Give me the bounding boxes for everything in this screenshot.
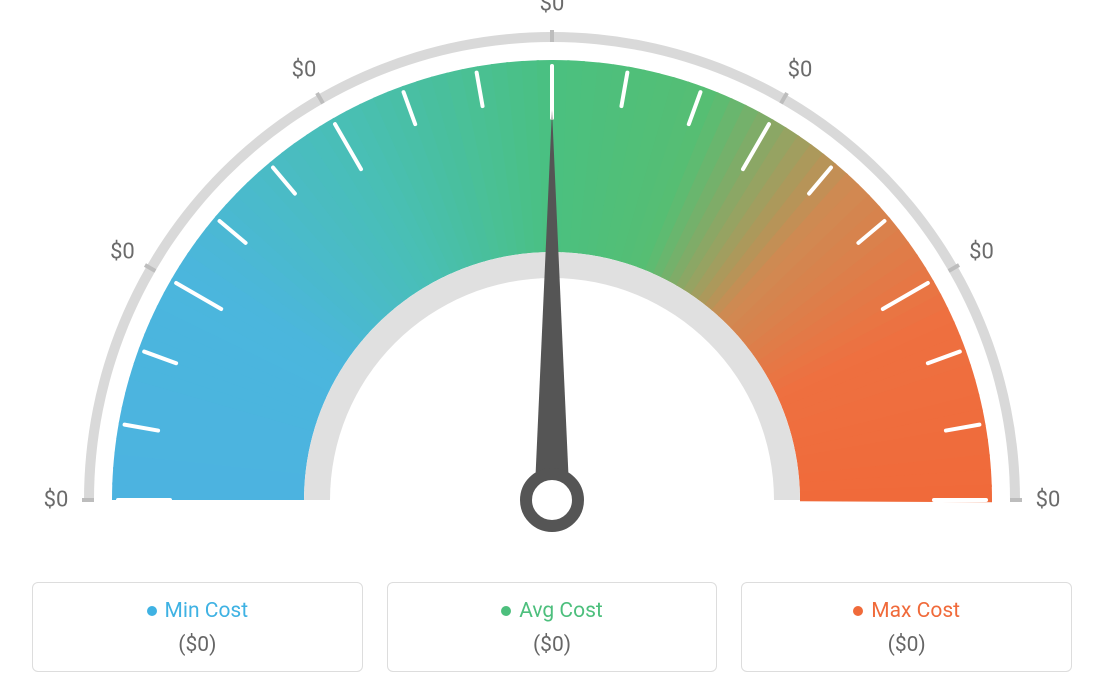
legend-label-avg: Avg Cost xyxy=(519,599,603,623)
legend-title-max: Max Cost xyxy=(853,599,960,623)
legend-card-min: Min Cost ($0) xyxy=(32,582,363,672)
gauge-tick-label: $0 xyxy=(292,58,317,83)
gauge-tick-label: $0 xyxy=(1036,488,1061,513)
gauge-svg xyxy=(22,10,1082,570)
legend-card-avg: Avg Cost ($0) xyxy=(387,582,718,672)
legend-dot-avg xyxy=(501,606,511,616)
gauge-tick-label: $0 xyxy=(540,0,565,17)
legend-title-min: Min Cost xyxy=(147,599,249,623)
legend-title-avg: Avg Cost xyxy=(501,599,603,623)
gauge-chart: $0$0$0$0$0$0$0 xyxy=(22,10,1082,570)
legend-card-max: Max Cost ($0) xyxy=(741,582,1072,672)
legend-dot-min xyxy=(147,606,157,616)
legend-label-min: Min Cost xyxy=(165,599,249,623)
legend-row: Min Cost ($0) Avg Cost ($0) Max Cost ($0… xyxy=(32,582,1072,672)
legend-label-max: Max Cost xyxy=(871,599,960,623)
legend-value-max: ($0) xyxy=(750,633,1063,657)
gauge-tick-label: $0 xyxy=(969,240,994,265)
legend-value-avg: ($0) xyxy=(396,633,709,657)
gauge-tick-label: $0 xyxy=(44,488,69,513)
gauge-tick-label: $0 xyxy=(788,58,813,83)
gauge-tick-label: $0 xyxy=(110,240,135,265)
legend-dot-max xyxy=(853,606,863,616)
legend-value-min: ($0) xyxy=(41,633,354,657)
